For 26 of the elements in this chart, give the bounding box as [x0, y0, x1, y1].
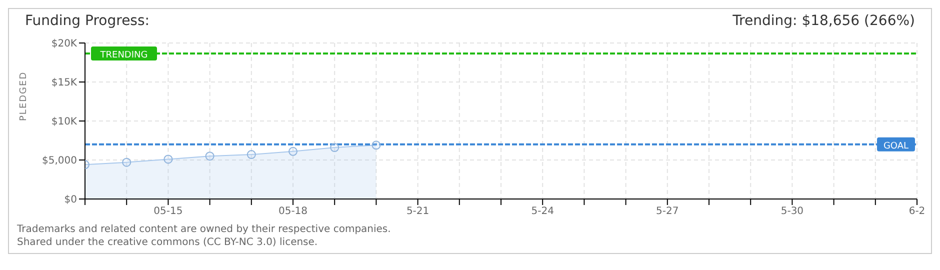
text: Trademarks and related content are owned by their respective companies.: [17, 223, 392, 236]
point: [246, 150, 256, 160]
y-tick-label: $15K: [51, 78, 78, 89]
x-tick-label: 05-18: [278, 206, 308, 218]
ref-line-label: TRENDING: [99, 50, 148, 60]
point: [205, 152, 214, 161]
x-tick-label: 5-24: [531, 206, 554, 218]
x-tick-label: 5-27: [656, 206, 679, 218]
text: Shared under the creative commons (CC BY-NC 3.0) license.: [17, 236, 319, 249]
y-tick-label: $5,000: [42, 156, 77, 167]
point: [330, 143, 340, 152]
ref-line-label: GOAL: [883, 141, 909, 152]
y-tick-label: $0: [64, 194, 77, 206]
y-tick-label: $10K: [51, 116, 78, 128]
y-axis-title: PLEDGED: [19, 71, 30, 121]
x-tick-label: 5-30: [780, 206, 804, 218]
x-tick-label: 05-15: [154, 206, 183, 218]
point: [164, 154, 173, 164]
x-tick-label: 6-2: [908, 206, 926, 218]
x-tick-label: 5-21: [406, 206, 430, 218]
chart-title: Funding Progress:: [25, 13, 150, 31]
point: [122, 158, 132, 167]
point: [372, 140, 381, 150]
chart-subtitle: Trending: $18,656 (266%): [732, 13, 915, 31]
y-tick-label: $20K: [51, 38, 78, 50]
point: [288, 146, 298, 156]
